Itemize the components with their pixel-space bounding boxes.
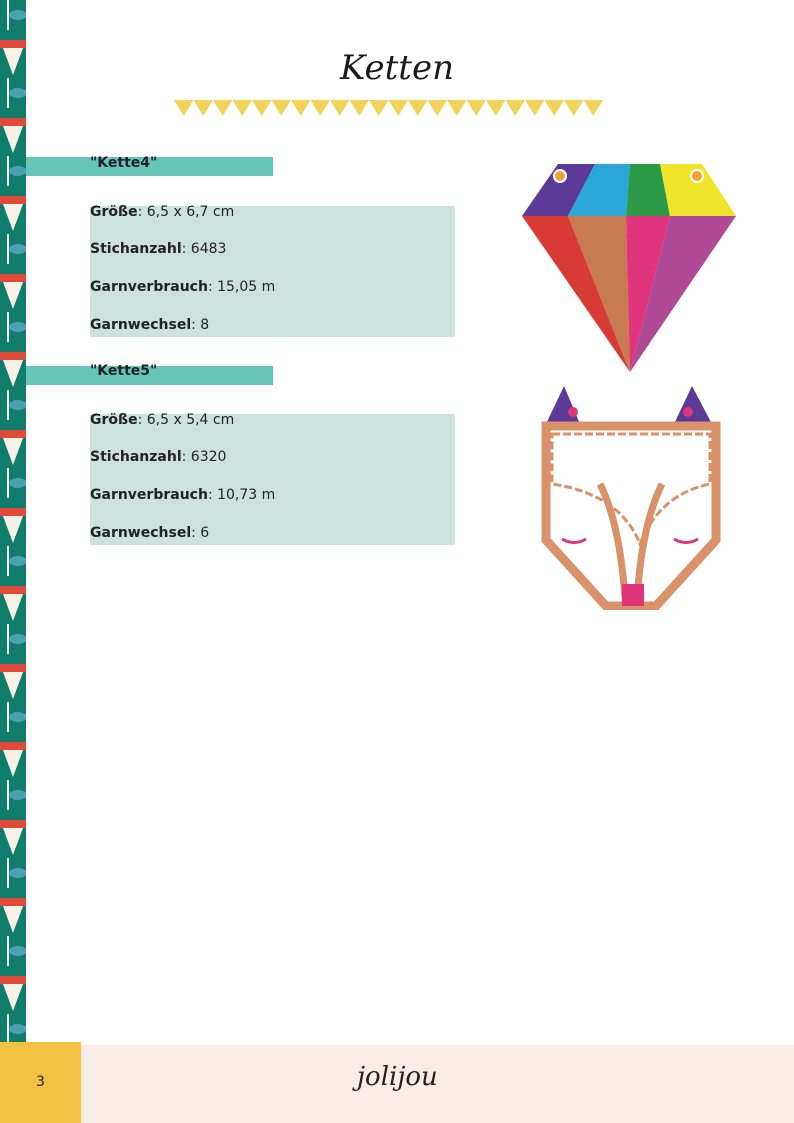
flower-shape [0,430,26,465]
value: : 6,5 x 5,4 cm [137,412,235,428]
thread-line: Garnverbrauch: 10,73 m [90,487,275,503]
flower-shape [0,40,26,75]
zigzag-triangle [525,100,545,116]
zigzag-triangle [291,100,311,116]
zigzag-triangle [271,100,291,116]
zigzag-triangle [408,100,428,116]
label: Garnwechsel [90,525,192,541]
value: : 15,05 m [207,279,276,295]
item-name: "Kette5" [90,363,158,379]
changes-line: Garnwechsel: 6 [90,525,209,541]
zigzag-triangle [505,100,525,116]
flower-shape [0,508,26,543]
changes-line: Garnwechsel: 8 [90,317,209,333]
flower-shape [0,898,26,933]
page-title: Ketten [340,48,454,88]
flower-shape [0,196,26,231]
zigzag-triangle [193,100,213,116]
flower-shape [0,976,26,1011]
decorative-border [0,0,26,1045]
flower-shape [0,586,26,621]
value: : 6483 [181,241,227,257]
zigzag-triangle [486,100,506,116]
thread-line: Garnverbrauch: 15,05 m [90,279,275,295]
label: Garnwechsel [90,317,192,333]
zigzag-triangle [349,100,369,116]
zigzag-divider [174,100,603,116]
zigzag-triangle [310,100,330,116]
item-name: "Kette4" [90,155,158,171]
value: : 6320 [181,449,227,465]
zigzag-triangle [447,100,467,116]
label: Garnverbrauch [90,487,208,503]
fox-pendant-image [541,386,721,610]
label: Größe [90,204,138,220]
value: : 10,73 m [207,487,276,503]
value: : 8 [191,317,210,333]
zigzag-triangle [583,100,603,116]
logo: jolijou [357,1062,438,1092]
stitches-line: Stichanzahl: 6483 [90,241,226,257]
item-header-bar [26,366,273,385]
size-line: Größe: 6,5 x 6,7 cm [90,204,234,220]
label: Stichanzahl [90,241,182,257]
stitches-line: Stichanzahl: 6320 [90,449,226,465]
flower-shape [0,664,26,699]
label: Garnverbrauch [90,279,208,295]
zigzag-triangle [252,100,272,116]
zigzag-triangle [330,100,350,116]
value: : 6 [191,525,210,541]
flower-shape [0,274,26,309]
value: : 6,5 x 6,7 cm [137,204,235,220]
zigzag-triangle [388,100,408,116]
info-box [90,206,455,337]
flower-shape [0,118,26,153]
footer [0,1045,794,1123]
zigzag-triangle [544,100,564,116]
zigzag-triangle [174,100,194,116]
page-number: 3 [0,1042,81,1123]
label: Größe [90,412,138,428]
flower-shape [0,742,26,777]
item-header-bar [26,157,273,176]
flower-shape [0,352,26,387]
zigzag-triangle [564,100,584,116]
zigzag-triangle [369,100,389,116]
zigzag-triangle [232,100,252,116]
flower-shape [0,820,26,855]
size-line: Größe: 6,5 x 5,4 cm [90,412,234,428]
info-box [90,414,455,545]
zigzag-triangle [213,100,233,116]
label: Stichanzahl [90,449,182,465]
zigzag-triangle [427,100,447,116]
zigzag-triangle [466,100,486,116]
diamond-pendant-image [522,164,736,372]
